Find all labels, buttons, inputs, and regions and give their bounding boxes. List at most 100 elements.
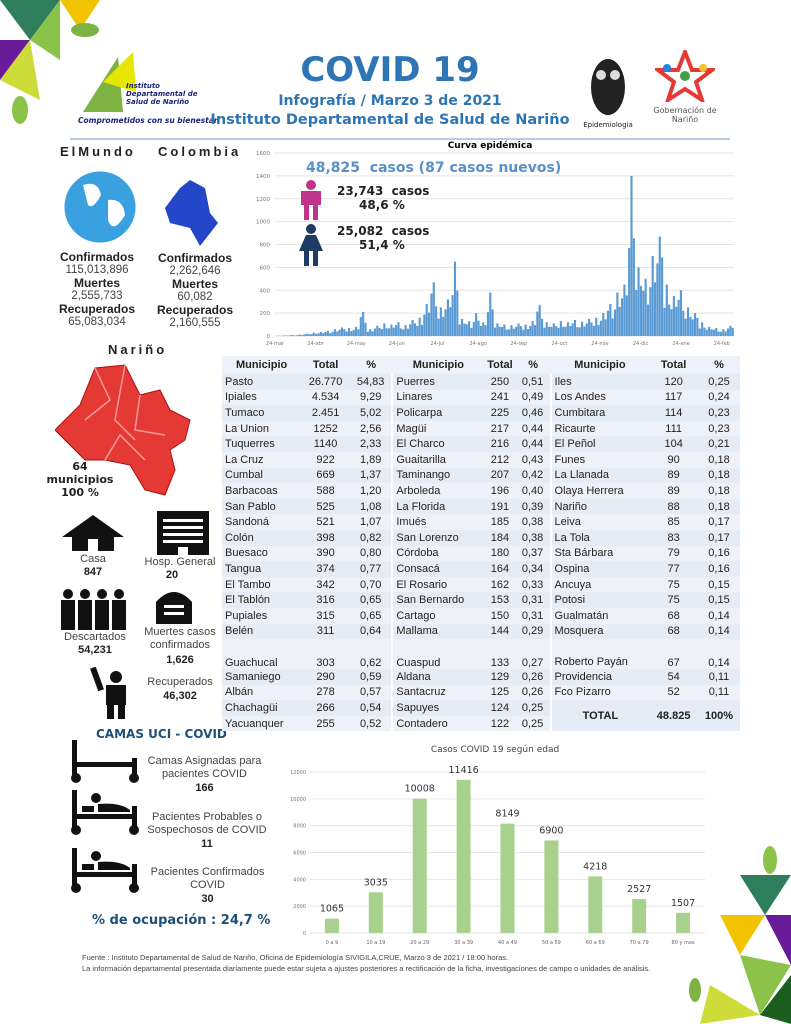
table-cell: 124: [484, 700, 516, 716]
women-stats: 25,082 casos 51,4 %: [337, 224, 430, 252]
table-cell: 0,18: [697, 467, 740, 484]
curve-bar: [397, 322, 400, 336]
curve-bar: [639, 285, 642, 336]
curve-bar: [449, 307, 452, 336]
table-cell: 164: [484, 561, 516, 577]
table-cell: 196: [490, 484, 510, 497]
people-group-icon: [61, 589, 126, 630]
table-cell: 0,11: [708, 686, 730, 699]
curve-bar: [559, 321, 562, 336]
table-row: Albán 278 0,57 Santacruz 125 0,26 Fco Pizarro 5…: [222, 684, 740, 701]
curve-bar: [571, 323, 574, 336]
curve-bar: [684, 318, 687, 336]
age-bar: [368, 892, 383, 933]
column-header: %: [366, 359, 377, 371]
curve-bar: [465, 324, 468, 336]
house-icon: [62, 515, 124, 551]
column-header: Municipio: [574, 359, 626, 371]
curve-bar: [378, 327, 381, 336]
age-bar-chart: Casos COVID 19 según edad 0 2000 4000 6000 80…: [290, 745, 705, 946]
decorative-corner-top-left: [0, 0, 100, 124]
table-cell: 2,33: [349, 436, 393, 452]
table-cell: 133: [490, 657, 510, 670]
curve-bar: [458, 324, 461, 336]
table-cell: Aldana: [391, 669, 485, 685]
curve-bar: [578, 327, 581, 336]
curve-bar: [366, 331, 369, 336]
table-cell: 0,14: [708, 609, 730, 622]
curve-bar: [543, 327, 546, 336]
table-cell: 0,14: [708, 657, 730, 670]
table-cell: 0,40: [521, 484, 544, 497]
curve-bar: [406, 328, 409, 336]
curve-bar: [606, 310, 610, 336]
curve-bar: [701, 322, 704, 336]
curve-bar: [686, 307, 690, 336]
curve-bar: [526, 329, 530, 336]
x-tick-label: 24-dic: [633, 341, 649, 347]
table-cell: Ipiales: [225, 391, 257, 404]
curve-bar: [355, 326, 358, 336]
table-cell: Puerres: [391, 374, 485, 390]
x-tick-label: 24-feb: [714, 341, 730, 347]
table-row: Sandoná 521 1,07 Imués 185 0,38 Leiva 85 0,17: [222, 514, 740, 530]
curve-bar: [322, 333, 325, 336]
curve-bar: [653, 282, 657, 336]
table-cell: 114: [649, 405, 698, 421]
column-header: Total: [312, 359, 339, 371]
curve-bar: [491, 309, 494, 336]
table-cell: 316: [301, 592, 350, 608]
curve-bar: [522, 329, 525, 336]
table-cell: 5,02: [349, 405, 393, 421]
curve-bar: [618, 306, 621, 336]
age-bar: [676, 912, 691, 933]
probables-value: 11: [201, 838, 213, 850]
table-cell: 0,21: [697, 436, 740, 452]
header-divider: [70, 138, 730, 140]
camas-asignadas-label: Camas Asignadas para pacientes COVID: [147, 755, 262, 780]
y-tick-label: 600: [260, 265, 271, 271]
curve-bar: [505, 329, 508, 336]
table-cell: 398: [301, 529, 350, 546]
table-cell: 0,17: [697, 529, 740, 546]
curve-bar: [581, 321, 584, 336]
table-cell: 0,33: [521, 578, 544, 591]
table-cell: 75: [649, 592, 698, 608]
curve-bar: [569, 325, 572, 336]
curve-bar: [573, 319, 577, 336]
table-cell: 0,31: [515, 592, 551, 608]
table-cell: 88: [649, 498, 698, 515]
curve-bar: [677, 299, 680, 336]
curve-bar: [451, 295, 454, 336]
female-icon: [299, 224, 323, 266]
curve-bar: [597, 324, 600, 336]
curve-bar: [623, 284, 626, 336]
table-cell: 0,59: [349, 669, 393, 685]
table-cell: La Union: [225, 422, 270, 435]
curve-bar: [446, 299, 449, 336]
table-cell: Leiva: [549, 514, 650, 530]
table-cell: 75: [667, 578, 680, 591]
table-cell: Roberto Payán: [549, 639, 650, 670]
table-cell: La Tola: [549, 529, 650, 546]
table-cell: 0,31: [521, 609, 544, 622]
narino-heading: Nariño: [108, 342, 168, 357]
curve-bar: [442, 316, 445, 336]
curve-bar: [472, 322, 475, 336]
owl-icon: [591, 59, 625, 115]
colombia-map-icon: [165, 180, 218, 246]
curve-bar: [649, 287, 652, 336]
table-cell: 104: [649, 436, 698, 452]
municipality-table: Municipio Total% Municipio Total% Municipio T…: [222, 356, 740, 732]
colombia-stats: Confirmados 2,262,646 Muertes 60,082 Rec…: [156, 251, 234, 329]
x-tick-label: 24-ago: [469, 341, 486, 347]
casa-label: Casa: [80, 553, 106, 565]
curve-bar: [531, 321, 534, 336]
curve-bar: [359, 317, 362, 336]
table-cell: 0,46: [515, 405, 551, 421]
curve-bar: [312, 332, 315, 336]
table-cell: Cartago: [391, 607, 485, 624]
curve-bar: [724, 331, 727, 336]
recovered-person-icon: [90, 667, 126, 719]
table-cell: Gualmatán: [549, 607, 650, 624]
